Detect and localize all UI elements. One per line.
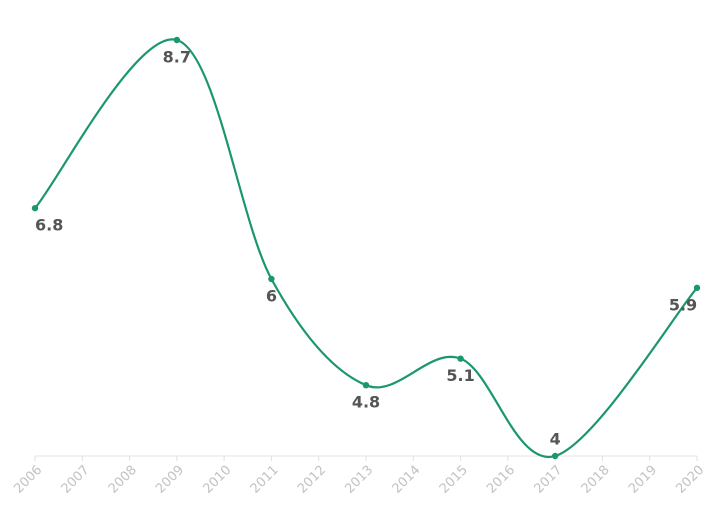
x-tick-label: 2012 bbox=[295, 463, 329, 497]
point bbox=[693, 284, 701, 292]
x-tick-label: 2020 bbox=[673, 463, 707, 497]
x-tick-label: 2007 bbox=[59, 463, 93, 497]
point bbox=[268, 275, 275, 283]
x-tick-label: 2018 bbox=[579, 463, 613, 497]
x-tick-label: 2011 bbox=[248, 463, 282, 497]
x-tick-label: 2009 bbox=[153, 463, 187, 497]
x-tick-label: 2006 bbox=[11, 463, 45, 497]
data-label: 6 bbox=[266, 286, 277, 305]
x-tick-label: 2010 bbox=[200, 463, 234, 497]
x-tick-label: 2014 bbox=[390, 463, 424, 497]
data-label: 5.1 bbox=[446, 366, 474, 385]
data-label: 6.8 bbox=[35, 216, 63, 235]
data-label: 4.8 bbox=[352, 393, 380, 412]
point bbox=[362, 381, 370, 389]
data-label: 4 bbox=[550, 430, 561, 449]
x-tick-label: 2013 bbox=[342, 463, 376, 497]
point bbox=[173, 36, 181, 44]
point bbox=[457, 355, 464, 362]
x-tick-label: 2015 bbox=[437, 463, 471, 497]
point bbox=[31, 204, 39, 212]
data-label: 5.9 bbox=[669, 295, 697, 314]
data-label: 8.7 bbox=[163, 48, 191, 67]
x-tick-label: 2017 bbox=[531, 463, 565, 497]
x-tick-label: 2016 bbox=[484, 463, 518, 497]
x-tick-label: 2008 bbox=[106, 463, 140, 497]
x-tick-label: 2019 bbox=[626, 463, 660, 497]
point bbox=[551, 452, 559, 460]
